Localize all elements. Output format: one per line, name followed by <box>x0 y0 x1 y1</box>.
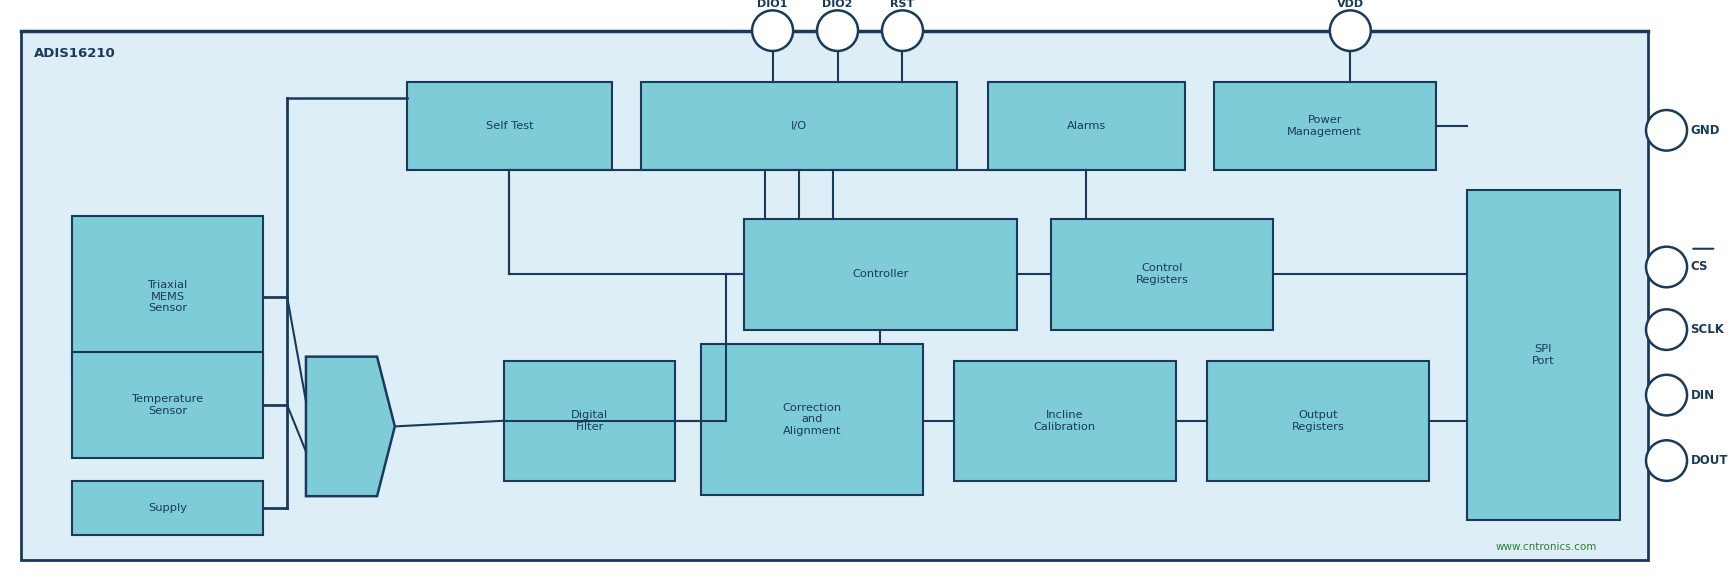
Text: SPI
Port: SPI Port <box>1533 345 1555 366</box>
Text: Power
Management: Power Management <box>1287 115 1361 137</box>
FancyBboxPatch shape <box>987 82 1185 170</box>
Ellipse shape <box>1645 247 1687 287</box>
Text: www.cntronics.com: www.cntronics.com <box>1496 542 1597 552</box>
Text: Self Test: Self Test <box>485 121 533 131</box>
Text: Control
Registers: Control Registers <box>1136 264 1188 285</box>
FancyBboxPatch shape <box>701 344 923 495</box>
Text: DOUT: DOUT <box>1690 454 1729 467</box>
Text: Triaxial
MEMS
Sensor: Triaxial MEMS Sensor <box>147 280 187 314</box>
Text: DIN: DIN <box>1690 389 1715 402</box>
Ellipse shape <box>752 10 793 51</box>
Text: DIO1: DIO1 <box>757 0 788 9</box>
FancyBboxPatch shape <box>1467 190 1621 521</box>
Ellipse shape <box>1645 375 1687 416</box>
Text: DIO2: DIO2 <box>823 0 852 9</box>
Text: Controller: Controller <box>852 269 909 279</box>
FancyBboxPatch shape <box>641 82 958 170</box>
Ellipse shape <box>882 10 923 51</box>
FancyBboxPatch shape <box>1214 82 1436 170</box>
FancyBboxPatch shape <box>743 219 1017 329</box>
Text: Incline
Calibration: Incline Calibration <box>1034 410 1096 431</box>
Ellipse shape <box>1330 10 1370 51</box>
Text: SCLK: SCLK <box>1690 323 1725 336</box>
Text: Digital
Filter: Digital Filter <box>572 410 608 431</box>
FancyBboxPatch shape <box>71 216 263 378</box>
FancyBboxPatch shape <box>71 352 263 458</box>
FancyBboxPatch shape <box>21 31 1647 560</box>
Text: Correction
and
Alignment: Correction and Alignment <box>783 403 842 436</box>
Text: CS: CS <box>1690 261 1708 273</box>
Text: GND: GND <box>1690 124 1720 137</box>
Text: Output
Registers: Output Registers <box>1292 410 1344 431</box>
FancyBboxPatch shape <box>71 480 263 535</box>
Text: Alarms: Alarms <box>1067 121 1105 131</box>
Ellipse shape <box>1645 110 1687 150</box>
Text: VDD: VDD <box>1337 0 1363 9</box>
Ellipse shape <box>1645 310 1687 350</box>
Text: RST: RST <box>890 0 914 9</box>
Polygon shape <box>307 357 395 496</box>
FancyBboxPatch shape <box>407 82 611 170</box>
Ellipse shape <box>1645 440 1687 481</box>
Ellipse shape <box>818 10 857 51</box>
FancyBboxPatch shape <box>1207 361 1429 480</box>
FancyBboxPatch shape <box>954 361 1176 480</box>
Text: Supply: Supply <box>147 503 187 512</box>
FancyBboxPatch shape <box>504 361 675 480</box>
Text: ADIS16210: ADIS16210 <box>35 47 116 60</box>
FancyBboxPatch shape <box>1051 219 1273 329</box>
Text: Temperature
Sensor: Temperature Sensor <box>132 394 204 416</box>
Text: I/O: I/O <box>792 121 807 131</box>
